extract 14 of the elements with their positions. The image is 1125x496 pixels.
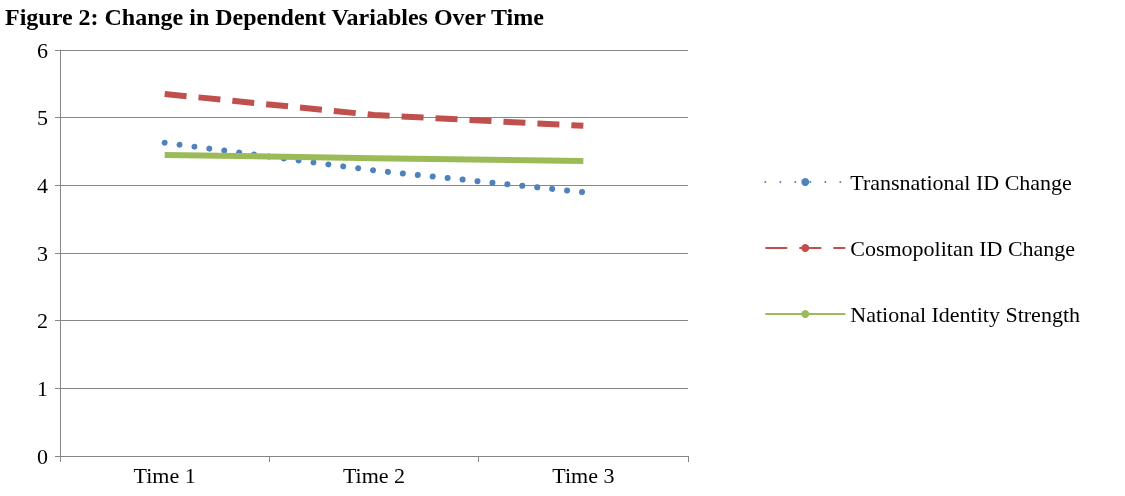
legend-label: Transnational ID Change bbox=[850, 169, 1072, 195]
y-tick-label: 5 bbox=[37, 105, 48, 131]
y-tick-label: 0 bbox=[37, 443, 48, 469]
y-tick-label: 2 bbox=[37, 308, 48, 334]
chart-title: Figure 2: Change in Dependent Variables Over Time bbox=[5, 4, 545, 30]
y-tick-label: 6 bbox=[37, 37, 48, 63]
y-tick-label: 4 bbox=[37, 172, 48, 198]
x-tick-label: Time 3 bbox=[552, 462, 615, 488]
legend-label: National Identity Strength bbox=[850, 301, 1080, 327]
x-tick-label: Time 2 bbox=[342, 462, 406, 488]
x-tick-label: Time 1 bbox=[133, 462, 196, 488]
y-tick-label: 3 bbox=[37, 240, 48, 266]
y-tick-label: 1 bbox=[37, 375, 48, 401]
legend-label: Cosmopolitan ID Change bbox=[850, 235, 1076, 261]
